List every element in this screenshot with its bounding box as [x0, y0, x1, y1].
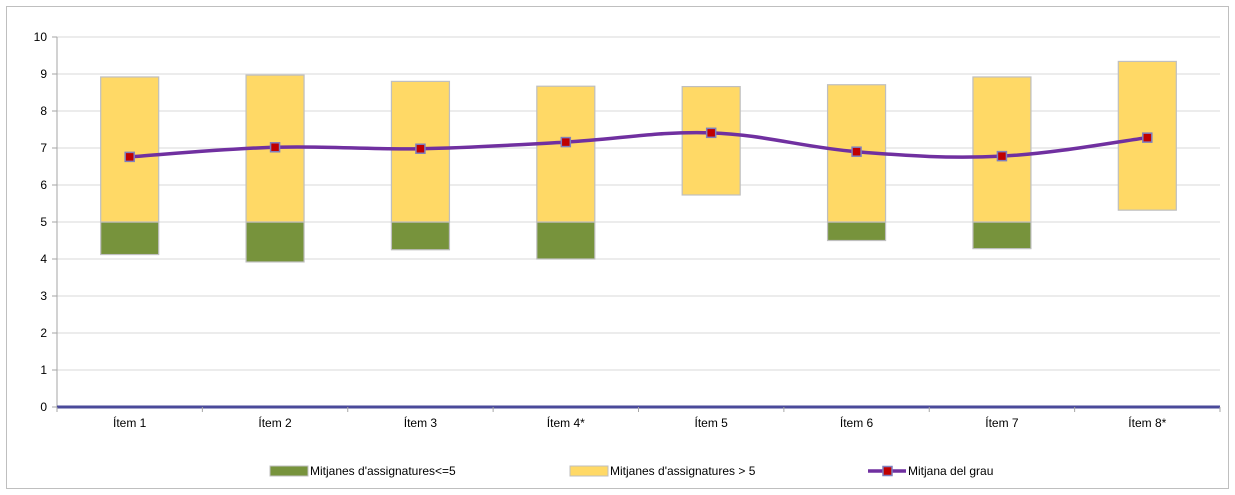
bar-low	[390, 221, 451, 251]
bar-high	[536, 85, 596, 223]
x-tick-label: Ítem 8*	[1128, 415, 1166, 430]
y-tick-label: 10	[34, 30, 48, 44]
legend-label: Mitjanes d'assignatures<=5	[310, 464, 456, 478]
gridlines	[57, 36, 1220, 371]
bar-high	[972, 76, 1032, 223]
bar-low	[536, 221, 596, 260]
legend: Mitjanes d'assignatures<=5 Mitjanes d'ass…	[269, 464, 993, 478]
y-tick-label: 8	[40, 104, 47, 118]
y-tick-label: 9	[40, 67, 47, 81]
legend-swatch	[569, 465, 609, 477]
bars	[100, 60, 1177, 263]
mean-marker	[415, 143, 426, 154]
bar-low	[972, 221, 1032, 250]
average-line	[124, 127, 1153, 163]
bar-low	[100, 221, 160, 256]
x-tick-label: Ítem 4*	[547, 415, 585, 430]
x-tick-label: Ítem 3	[404, 415, 438, 430]
mean-marker	[705, 127, 717, 139]
mean-marker	[269, 142, 281, 153]
bar-high	[681, 85, 741, 196]
y-tick-label: 6	[40, 178, 47, 192]
x-tick-label: Ítem 5	[695, 415, 729, 430]
x-axis-ticks: Ítem 1 Ítem 2 Ítem 3 Ítem 4* Ítem 5 Ítem 6 Íte…	[113, 415, 1167, 430]
y-tick-label: 7	[40, 141, 47, 155]
legend-label: Mitjanes d'assignatures > 5	[610, 464, 756, 478]
mean-line	[129, 130, 1148, 159]
x-tick-label: Ítem 2	[258, 415, 292, 430]
mean-marker	[124, 151, 135, 163]
mean-marker	[560, 136, 572, 148]
bar-high	[100, 76, 160, 223]
legend-label: Mitjana del grau	[908, 464, 993, 478]
x-tick-label: Ítem 6	[840, 415, 874, 430]
y-tick-label: 5	[40, 215, 47, 229]
bar-low	[245, 221, 305, 263]
axes	[56, 37, 1221, 412]
mean-marker	[851, 146, 862, 157]
mean-marker	[1142, 132, 1153, 143]
legend-swatch	[269, 465, 309, 477]
legend-marker-swatch	[882, 465, 893, 477]
x-tick-label: Ítem 1	[113, 415, 147, 430]
y-tick-label: 0	[40, 400, 47, 414]
y-tick-label: 2	[40, 326, 47, 340]
y-tick-label: 1	[40, 363, 47, 377]
y-tick-label: 3	[40, 289, 47, 303]
y-axis-ticks: 0 1 2 3 4 5 6 7 8 9 10	[34, 30, 57, 414]
bar-low	[826, 221, 887, 242]
x-tick-label: Ítem 7	[985, 415, 1019, 430]
y-tick-label: 4	[40, 252, 47, 266]
mean-marker	[996, 150, 1008, 162]
